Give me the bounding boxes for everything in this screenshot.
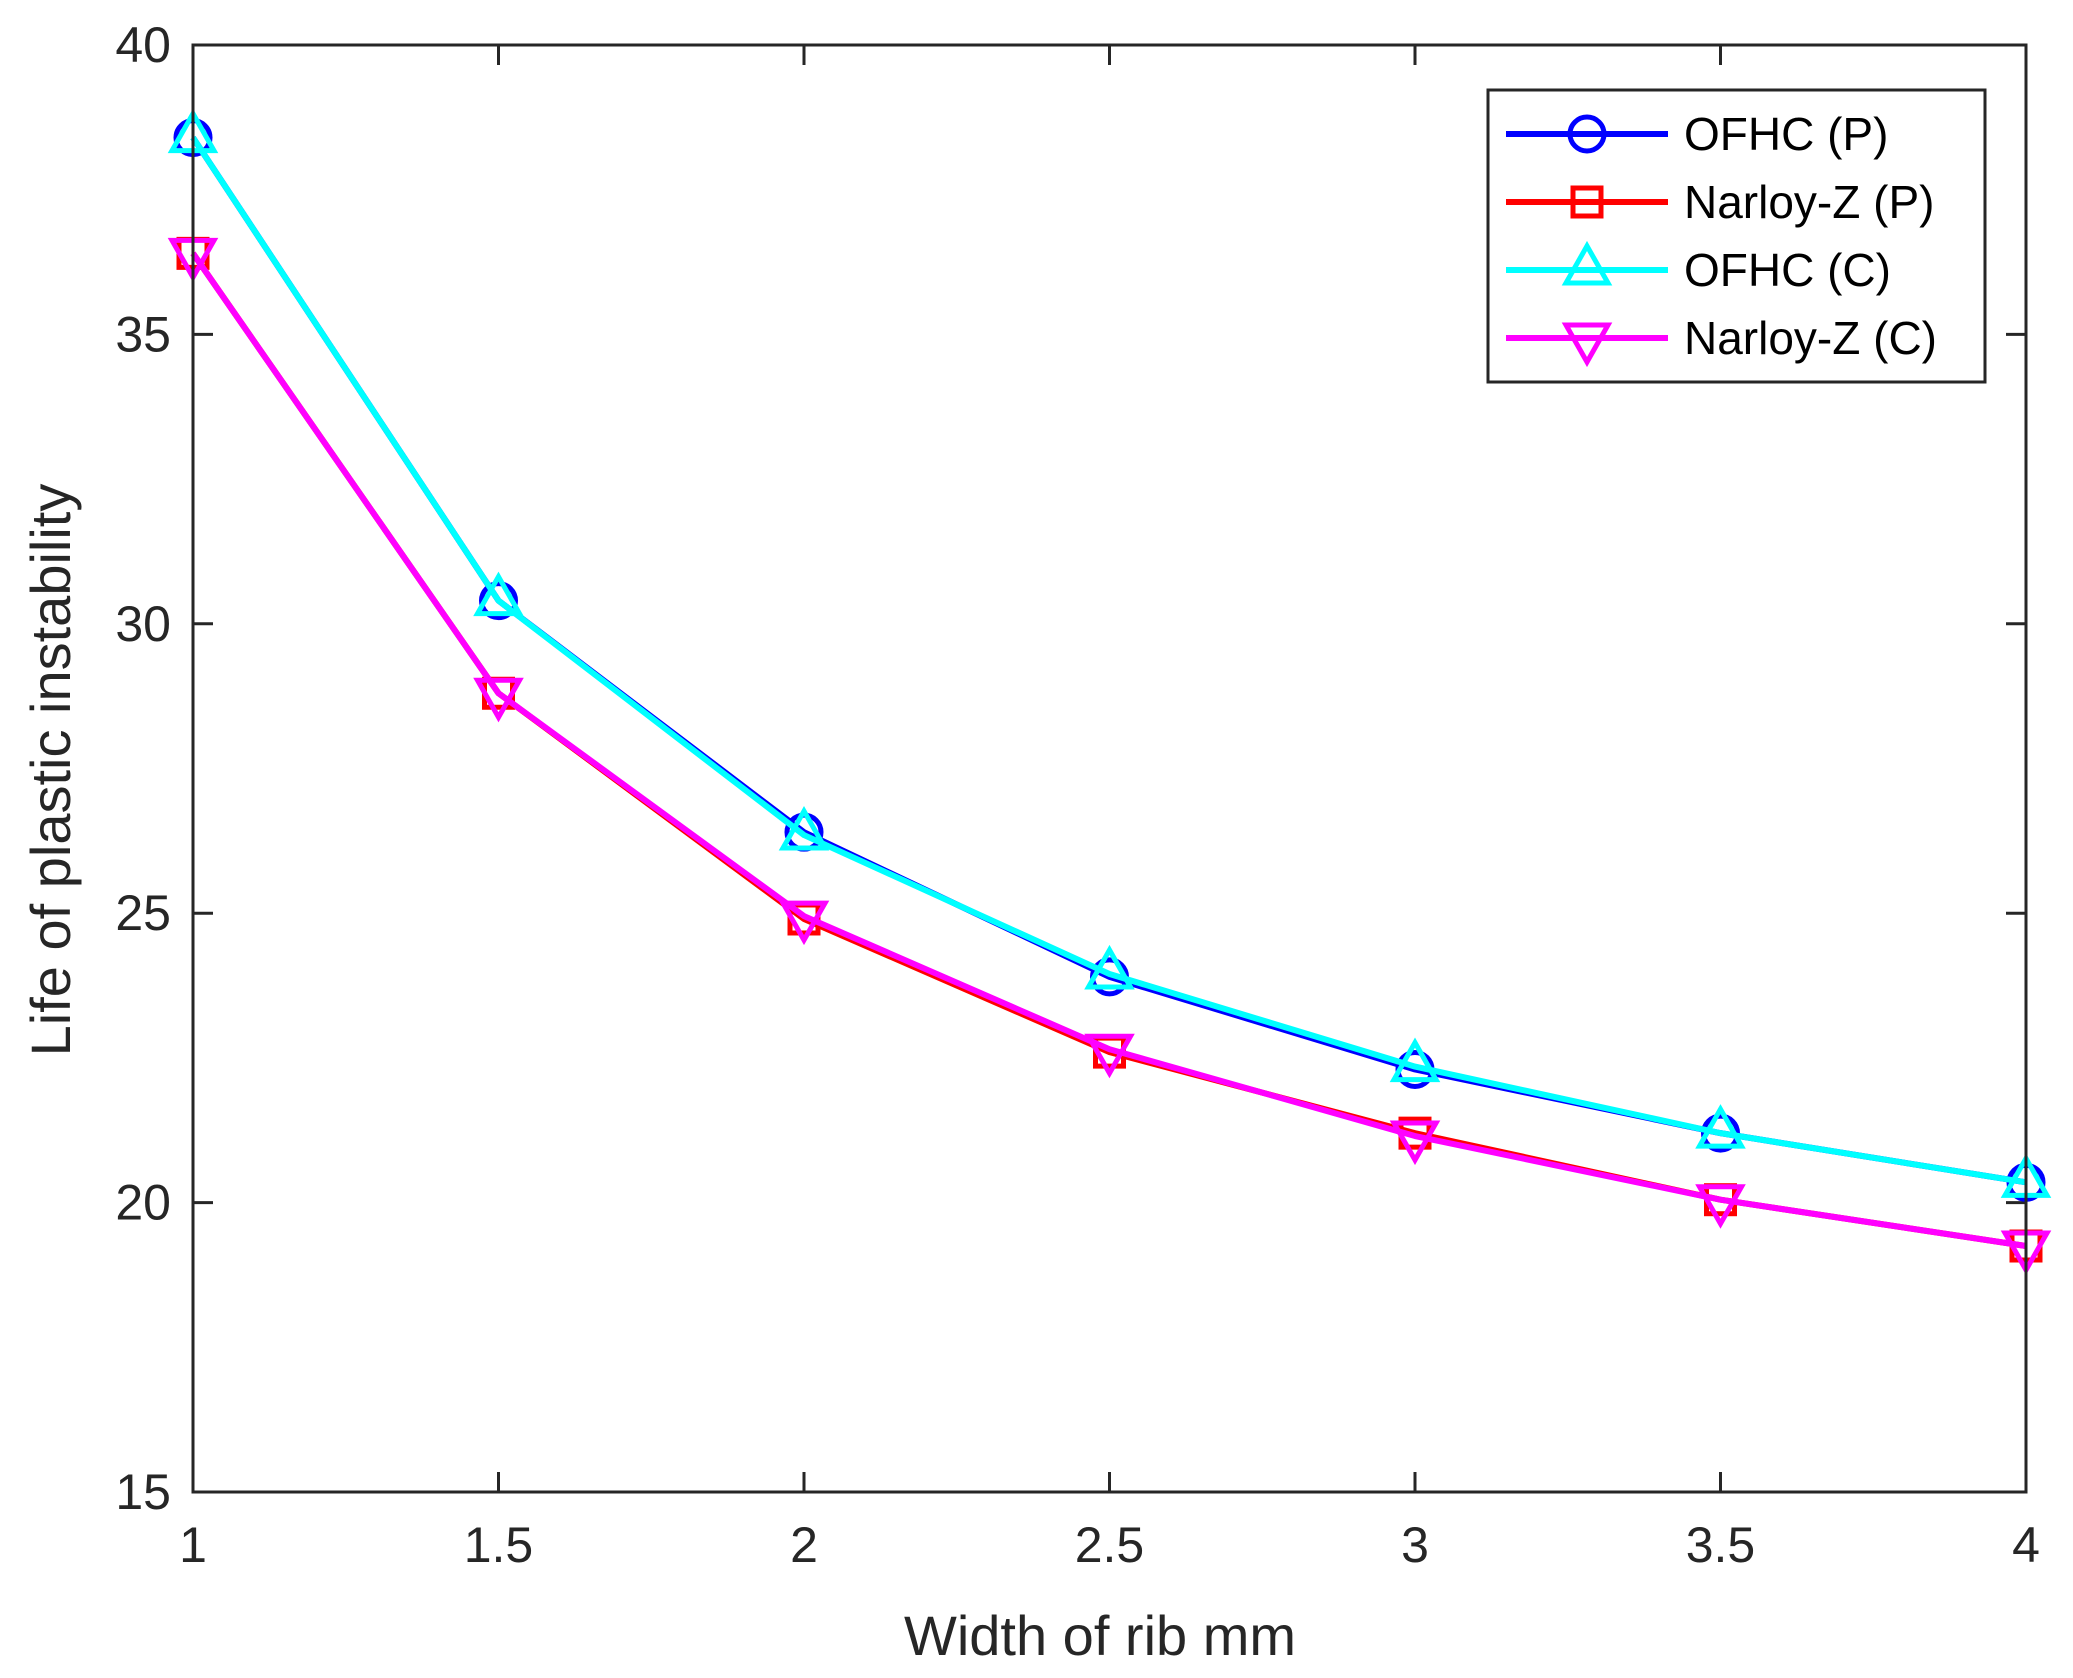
legend-marker-circle [1567, 114, 1607, 154]
y-axis-title: Life of plastic instability [19, 484, 82, 1057]
x-tick-label: 3 [1401, 1517, 1429, 1573]
y-tick-label: 25 [115, 885, 171, 941]
x-tick-label: 1 [179, 1517, 207, 1573]
y-tick-label: 40 [115, 17, 171, 73]
series-layer [167, 108, 2052, 1276]
data-point-triangle-down [1389, 1120, 1441, 1166]
legend-marker-triangle-down [1561, 322, 1613, 368]
ticks-layer: 1 1.5 2 2.5 3 3.5 4 15 20 25 30 35 40 [115, 17, 2040, 1573]
y-tick-label: 30 [115, 596, 171, 652]
y-tick-label: 35 [115, 306, 171, 362]
series-line [190, 251, 2027, 1249]
y-tick-label: 15 [115, 1464, 171, 1520]
data-point-triangle-up [473, 571, 524, 617]
data-point-triangle-down [1084, 1033, 1135, 1079]
x-tick-label: 4 [2012, 1517, 2040, 1573]
y-tick-label: 20 [115, 1175, 171, 1231]
data-point-circle [479, 581, 518, 621]
x-tick-label: 2 [790, 1517, 818, 1573]
legend-marker-triangle-up [1561, 240, 1613, 286]
legend-item: OFHC (P) [1506, 108, 1888, 160]
data-point-triangle-up [1084, 944, 1135, 990]
legend-marker-square [1570, 185, 1604, 219]
legend-label: OFHC (C) [1684, 244, 1891, 296]
x-tick-label: 3.5 [1686, 1517, 1756, 1573]
plot-frame [191, 43, 2028, 1494]
legend: OFHC (P) Narloy-Z (P) OFHC (C) Narloy-Z (C) [1486, 88, 1987, 384]
legend-item: OFHC (C) [1506, 240, 1891, 296]
legend-label: OFHC (P) [1684, 108, 1888, 160]
x-tick-label: 2.5 [1075, 1517, 1145, 1573]
data-point-triangle-up [778, 805, 830, 851]
data-point-triangle-up [1695, 1104, 1746, 1149]
x-axis-title: Width of rib mm [904, 1604, 1296, 1667]
data-point-triangle-down [1695, 1184, 1746, 1229]
x-tick-label: 1.5 [464, 1517, 534, 1573]
data-point-triangle-down [473, 677, 524, 723]
legend-item: Narloy-Z (P) [1506, 176, 1934, 228]
data-point-triangle-down [778, 900, 830, 946]
series-line [190, 135, 2027, 1186]
legend-label: Narloy-Z (C) [1684, 312, 1937, 364]
legend-item: Narloy-Z (C) [1506, 312, 1937, 368]
legend-label: Narloy-Z (P) [1684, 176, 1934, 228]
data-point-triangle-up [1389, 1037, 1441, 1083]
